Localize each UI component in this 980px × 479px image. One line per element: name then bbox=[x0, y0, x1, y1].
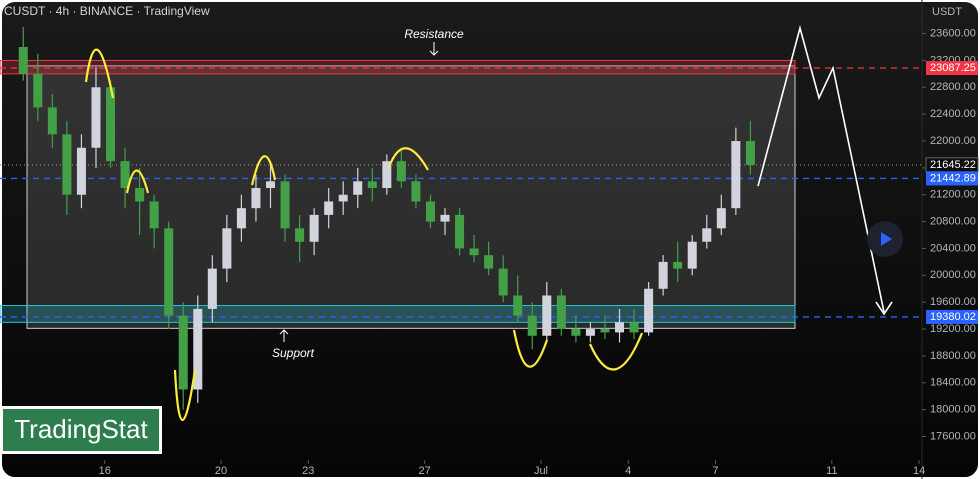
y-tick-label: 23600.00 bbox=[930, 27, 976, 39]
y-tick-label: 19200.00 bbox=[930, 323, 976, 335]
candle-body bbox=[236, 208, 246, 229]
candle-body bbox=[135, 188, 145, 202]
candle-body bbox=[411, 181, 421, 202]
x-tick-label: 27 bbox=[419, 465, 431, 477]
symbol-header: CUSDT · 4h · BINANCE · TradingView bbox=[4, 4, 210, 18]
candle-body bbox=[542, 295, 552, 336]
annotation-arrow bbox=[429, 42, 439, 56]
candle-body bbox=[644, 288, 654, 333]
candle-body bbox=[149, 201, 159, 229]
y-tick-label: 19600.00 bbox=[930, 296, 976, 308]
candle-body bbox=[469, 248, 479, 256]
candle-body bbox=[527, 315, 537, 336]
price-label-box bbox=[926, 171, 978, 186]
y-tick-label: 20400.00 bbox=[930, 242, 976, 254]
candle-body bbox=[353, 181, 363, 195]
y-tick-label: 22000.00 bbox=[930, 135, 976, 147]
price-label: 19380.02 bbox=[930, 311, 976, 323]
candle-body bbox=[324, 201, 334, 215]
price-label: 21442.89 bbox=[930, 172, 976, 184]
candle-body bbox=[47, 107, 57, 135]
price-label-box bbox=[926, 61, 978, 76]
candle-body bbox=[193, 308, 203, 390]
y-tick-label: 22400.00 bbox=[930, 108, 976, 120]
candle-body bbox=[702, 228, 712, 242]
annotation-arrow bbox=[279, 329, 289, 342]
x-tick-label: 11 bbox=[826, 465, 837, 477]
x-tick-label: 16 bbox=[99, 465, 111, 477]
candle-body bbox=[280, 181, 290, 229]
play-icon bbox=[881, 232, 892, 246]
candle-body bbox=[309, 214, 319, 242]
watermark: TradingStat bbox=[14, 414, 148, 444]
candle-body bbox=[440, 214, 450, 222]
y-tick-label: 20000.00 bbox=[930, 269, 976, 281]
zone bbox=[0, 59, 796, 75]
x-tick-label: 14 bbox=[913, 465, 925, 477]
y-tick-label: 17600.00 bbox=[930, 430, 976, 442]
y-tick-label: 22800.00 bbox=[930, 81, 976, 93]
candle-body bbox=[33, 73, 43, 108]
x-tick-label: 23 bbox=[302, 465, 314, 477]
candle-body bbox=[615, 322, 625, 333]
annotation: Support bbox=[272, 346, 315, 360]
candle-body bbox=[556, 295, 566, 330]
candle-body bbox=[425, 201, 435, 222]
candle-body bbox=[396, 161, 406, 182]
x-tick-label: 4 bbox=[625, 465, 631, 477]
candle-body bbox=[731, 141, 741, 209]
zone bbox=[0, 305, 796, 323]
highlight-curves bbox=[84, 48, 644, 422]
axis-title: USDT bbox=[932, 6, 962, 18]
candle-body bbox=[265, 181, 276, 189]
y-tick-label: 20800.00 bbox=[930, 216, 976, 228]
candle-body bbox=[207, 268, 217, 309]
x-tick-label: 7 bbox=[712, 465, 718, 477]
y-tick-label: 18800.00 bbox=[930, 350, 976, 362]
candle-body bbox=[62, 134, 72, 195]
candle-body bbox=[658, 261, 668, 289]
candle-body bbox=[513, 295, 523, 316]
watermark-inner bbox=[3, 409, 159, 451]
candle-body bbox=[673, 261, 683, 269]
price-label: 21645.22 bbox=[930, 159, 976, 171]
candle-body bbox=[178, 315, 188, 390]
candle-body bbox=[600, 329, 610, 333]
y-tick-label: 18400.00 bbox=[930, 377, 976, 389]
candle-body bbox=[76, 147, 86, 195]
candle-body bbox=[382, 161, 392, 189]
candle-body bbox=[367, 181, 377, 189]
candle-body bbox=[585, 329, 595, 336]
price-label-box bbox=[926, 309, 978, 324]
candle-body bbox=[295, 228, 305, 242]
x-tick-label: 20 bbox=[215, 465, 227, 477]
candle-body bbox=[222, 228, 232, 269]
candle-body bbox=[120, 161, 130, 189]
candle-body bbox=[498, 268, 508, 296]
candle-body bbox=[91, 87, 101, 148]
candle-body bbox=[455, 214, 465, 249]
candle-body bbox=[484, 255, 494, 269]
candle-body bbox=[106, 87, 116, 162]
candle-body bbox=[629, 322, 639, 333]
projection-line bbox=[757, 24, 893, 316]
candle-body bbox=[687, 241, 697, 269]
price-label: 23087.25 bbox=[930, 62, 976, 74]
candle-body bbox=[745, 141, 755, 165]
candle-body bbox=[338, 194, 348, 202]
candle-body bbox=[716, 208, 726, 229]
candle-body bbox=[164, 228, 174, 316]
candle-body bbox=[18, 47, 28, 74]
annotation: Resistance bbox=[404, 27, 464, 41]
y-tick-label: 21200.00 bbox=[930, 189, 976, 201]
candle-body bbox=[251, 188, 261, 209]
x-tick-label: Jul bbox=[534, 465, 548, 477]
candle-body bbox=[571, 329, 581, 336]
y-tick-label: 18000.00 bbox=[930, 404, 976, 416]
